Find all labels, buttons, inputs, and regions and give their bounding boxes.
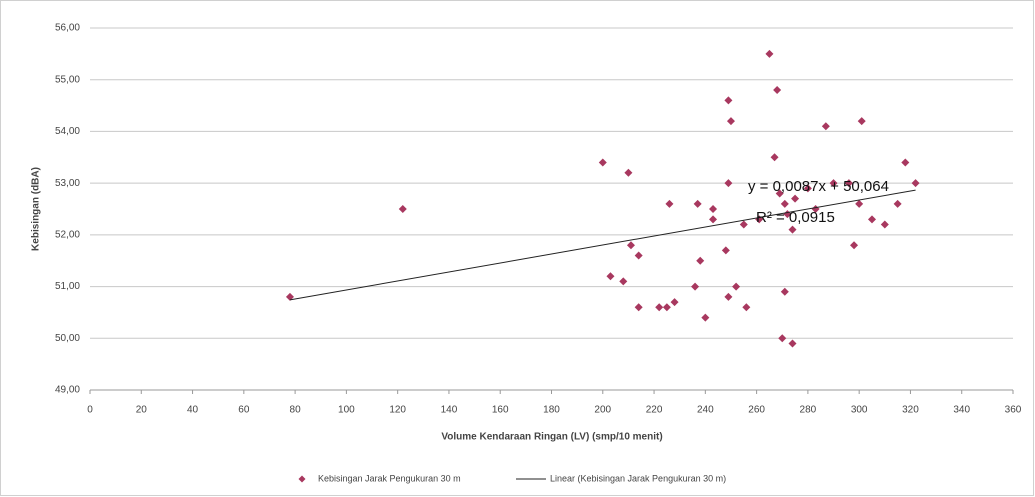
x-axis-title: Volume Kendaraan Ringan (LV) (smp/10 men… xyxy=(441,432,662,443)
x-tick-label: 240 xyxy=(697,405,714,416)
trend-r2: R² = 0,0915 xyxy=(756,209,835,226)
x-tick-label: 360 xyxy=(1005,405,1022,416)
x-tick-label: 100 xyxy=(338,405,355,416)
y-tick-label: 49,00 xyxy=(55,385,80,396)
x-tick-label: 320 xyxy=(902,405,919,416)
chart-frame xyxy=(1,1,1034,496)
x-tick-label: 280 xyxy=(800,405,817,416)
y-tick-label: 55,00 xyxy=(55,74,80,85)
trend-equation: y = 0,0087x + 50,064 xyxy=(748,178,889,195)
legend-label: Kebisingan Jarak Pengukuran 30 m xyxy=(318,473,461,483)
y-tick-label: 54,00 xyxy=(55,126,80,137)
x-tick-label: 260 xyxy=(748,405,765,416)
x-tick-label: 200 xyxy=(594,405,611,416)
x-tick-label: 80 xyxy=(290,405,302,416)
x-tick-label: 220 xyxy=(646,405,663,416)
x-tick-label: 160 xyxy=(492,405,509,416)
x-tick-label: 20 xyxy=(136,405,148,416)
x-tick-label: 180 xyxy=(543,405,560,416)
y-tick-label: 51,00 xyxy=(55,281,80,292)
y-tick-label: 56,00 xyxy=(55,23,80,34)
legend-label: Linear (Kebisingan Jarak Pengukuran 30 m… xyxy=(550,473,726,483)
y-tick-label: 53,00 xyxy=(55,178,80,189)
x-tick-label: 40 xyxy=(187,405,199,416)
x-tick-label: 300 xyxy=(851,405,868,416)
x-tick-label: 340 xyxy=(953,405,970,416)
chart: Kebisingan (dBA) Volume Kendaraan Ringan… xyxy=(0,0,1035,497)
y-tick-label: 52,00 xyxy=(55,229,80,240)
x-tick-label: 60 xyxy=(238,405,250,416)
x-tick-label: 120 xyxy=(389,405,406,416)
x-tick-label: 0 xyxy=(87,405,93,416)
y-axis-title: Kebisingan (dBA) xyxy=(31,167,42,251)
y-tick-label: 50,00 xyxy=(55,333,80,344)
x-tick-label: 140 xyxy=(441,405,458,416)
